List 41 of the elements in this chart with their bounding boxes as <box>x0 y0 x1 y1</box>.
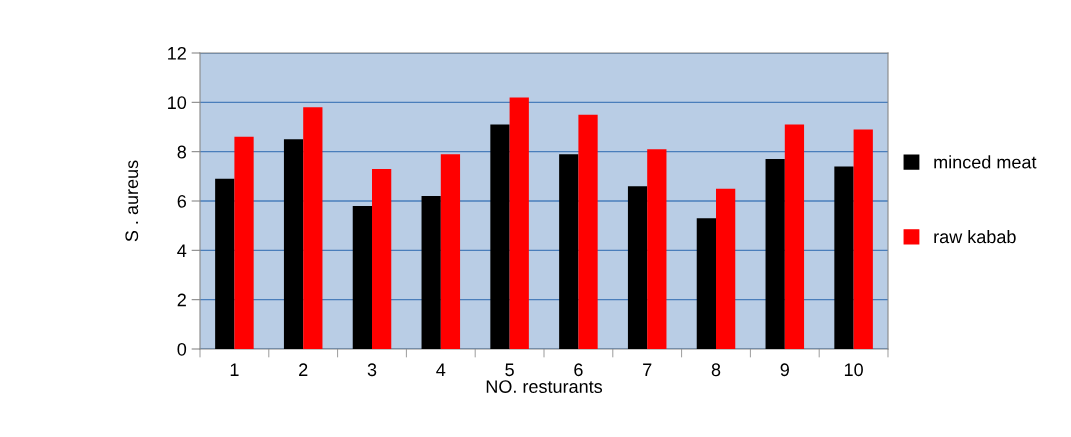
y-tick-label: 6 <box>177 194 187 208</box>
bar <box>647 149 667 349</box>
bar <box>509 97 529 349</box>
bar <box>716 188 736 349</box>
y-tick-label: 10 <box>168 96 187 110</box>
bar <box>352 205 372 349</box>
y-tick-label: 12 <box>168 46 186 60</box>
bar <box>853 129 873 349</box>
x-tick-label: 7 <box>643 363 652 376</box>
x-tick-label: 1 <box>230 363 239 376</box>
y-tick-label: 0 <box>177 342 187 356</box>
x-tick-label: 3 <box>367 363 377 377</box>
bar <box>303 107 323 349</box>
bar <box>283 139 304 349</box>
y-axis-title: S . aureus <box>125 160 139 242</box>
bar <box>559 154 579 349</box>
bar <box>372 168 392 349</box>
y-tick-label: 8 <box>177 145 187 159</box>
bar <box>784 124 805 349</box>
x-tick-label: 8 <box>711 363 721 377</box>
bar <box>421 196 441 349</box>
bar <box>234 136 254 349</box>
x-tick-label: 4 <box>436 363 446 376</box>
bar <box>627 186 648 349</box>
x-tick-label: 10 <box>844 363 863 377</box>
x-axis-title: NO. resturants <box>486 380 603 393</box>
bar <box>490 124 510 349</box>
x-tick-label: 5 <box>505 363 514 377</box>
bar <box>215 178 235 349</box>
x-tick-label: 6 <box>574 363 583 377</box>
bar <box>696 218 716 349</box>
bar <box>440 154 461 349</box>
legend-label: minced meat <box>934 155 1037 169</box>
bar <box>578 114 598 349</box>
x-tick-label: 9 <box>780 363 789 377</box>
bar <box>834 166 854 349</box>
y-tick-label: 2 <box>177 293 186 307</box>
y-tick-label: 4 <box>177 244 187 257</box>
bar <box>765 159 785 349</box>
x-tick-label: 2 <box>299 363 308 376</box>
legend-label: raw kabab <box>934 229 1016 244</box>
